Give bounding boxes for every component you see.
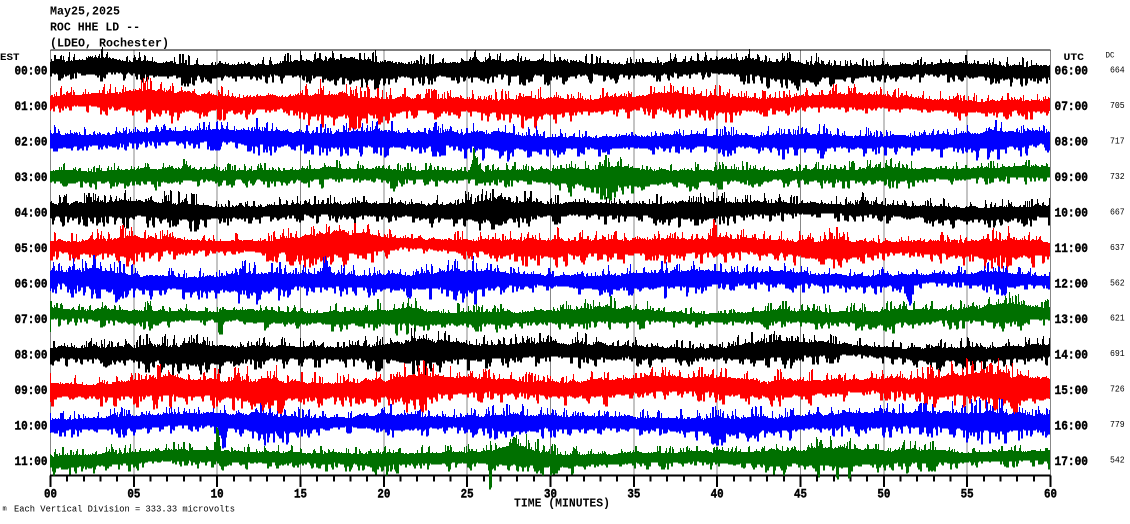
svg-text:10: 10 [211,486,224,501]
svg-text:13:00: 13:00 [1055,312,1089,327]
svg-text:ROC HHE LD --: ROC HHE LD -- [50,22,140,35]
svg-text:30: 30 [544,486,557,501]
svg-text:UTC: UTC [1064,52,1085,64]
svg-text:35: 35 [627,486,640,501]
svg-text:02:00: 02:00 [15,135,48,150]
svg-text:May25,2025: May25,2025 [50,6,120,19]
svg-text:562: 562 [1110,278,1125,288]
svg-text:07:00: 07:00 [1055,99,1089,114]
svg-text:717: 717 [1110,136,1125,146]
svg-text:07:00: 07:00 [15,312,48,327]
svg-text:40: 40 [711,486,724,501]
svg-text:00:00: 00:00 [15,64,48,79]
svg-text:60: 60 [1044,486,1057,501]
svg-text:TIME (MINUTES): TIME (MINUTES) [514,496,610,510]
svg-text:m: m [3,506,7,514]
svg-text:50: 50 [877,486,890,501]
svg-text:16:00: 16:00 [1055,418,1089,433]
svg-text:14:00: 14:00 [1055,347,1089,362]
svg-text:15: 15 [294,486,307,501]
svg-text:691: 691 [1110,349,1125,359]
svg-text:03:00: 03:00 [15,170,48,185]
svg-text:08:00: 08:00 [1055,135,1089,150]
svg-text:00: 00 [44,486,57,501]
svg-text:Each Vertical Division = 333.: Each Vertical Division = 333.33 microvol… [14,505,235,515]
svg-text:15:00: 15:00 [1055,383,1089,398]
svg-text:DC: DC [1106,50,1115,60]
svg-text:04:00: 04:00 [15,206,48,221]
svg-text:01:00: 01:00 [15,99,48,114]
svg-text:621: 621 [1110,314,1125,324]
svg-text:(LDEO, Rochester): (LDEO, Rochester) [50,37,169,50]
svg-text:05: 05 [127,486,140,501]
svg-text:12:00: 12:00 [1055,276,1089,291]
svg-text:05:00: 05:00 [15,241,48,256]
svg-text:542: 542 [1110,456,1125,466]
svg-text:779: 779 [1110,420,1125,430]
svg-text:10:00: 10:00 [1055,206,1089,221]
svg-text:08:00: 08:00 [15,347,48,362]
svg-text:06:00: 06:00 [15,276,48,291]
svg-text:732: 732 [1110,172,1125,182]
svg-text:11:00: 11:00 [15,454,48,469]
svg-text:17:00: 17:00 [1055,454,1089,469]
svg-text:726: 726 [1110,385,1125,395]
svg-text:637: 637 [1110,243,1125,253]
svg-text:20: 20 [377,486,390,501]
svg-text:667: 667 [1110,207,1125,217]
svg-text:25: 25 [461,486,474,501]
svg-text:705: 705 [1110,101,1125,111]
svg-text:55: 55 [961,486,974,501]
svg-text:EST: EST [0,52,20,64]
svg-text:10:00: 10:00 [15,418,48,433]
svg-text:06:00: 06:00 [1055,64,1089,79]
svg-text:09:00: 09:00 [1055,170,1089,185]
svg-text:11:00: 11:00 [1055,241,1089,256]
svg-text:45: 45 [794,486,807,501]
svg-text:664: 664 [1110,66,1125,76]
svg-text:09:00: 09:00 [15,383,48,398]
